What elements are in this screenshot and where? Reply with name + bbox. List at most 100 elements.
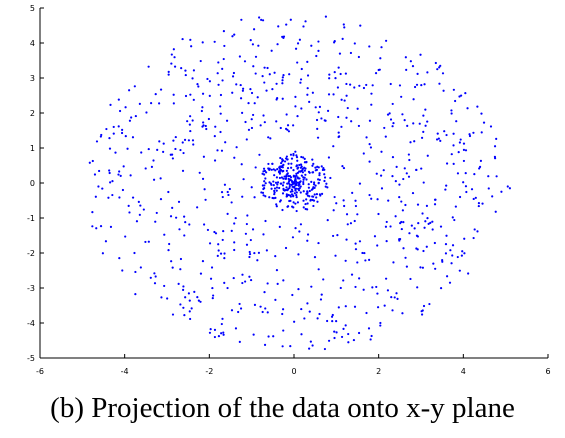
scatter-point [276,269,278,271]
scatter-point [254,304,256,306]
scatter-point [467,272,469,274]
scatter-point [189,318,191,320]
scatter-point [222,331,224,333]
scatter-point [257,45,259,47]
scatter-point [422,250,424,252]
scatter-point [118,170,120,172]
scatter-point [313,181,315,183]
scatter-point [220,253,222,255]
y-tick-label: -2 [27,249,35,258]
scatter-point [372,84,374,86]
scatter-point [347,341,349,343]
scatter-point [153,179,155,181]
scatter-point [328,156,330,158]
scatter-point [287,172,289,174]
scatter-point [300,185,302,187]
scatter-point [297,253,299,255]
scatter-point [231,201,233,203]
scatter-point [345,239,347,241]
scatter-point [152,159,154,161]
scatter-point [320,298,322,300]
scatter-point [296,168,298,170]
scatter-point [297,201,299,203]
scatter-point [490,125,492,127]
scatter-point [312,171,314,173]
scatter-point [214,135,216,137]
scatter-point [295,194,297,196]
scatter-point [383,169,385,171]
scatter-point [450,112,452,114]
scatter-point [175,217,177,219]
scatter-point [400,200,402,202]
scatter-point [302,200,304,202]
scatter-point [233,277,235,279]
scatter-point [440,287,442,289]
scatter-point [215,232,217,234]
scatter-point [108,169,110,171]
scatter-point [202,41,204,43]
scatter-point [296,160,298,162]
scatter-point [196,83,198,85]
scatter-point [189,310,191,312]
scatter-point [347,223,349,225]
scatter-point [453,163,455,165]
scatter-point [179,303,181,305]
scatter-point [294,192,296,194]
scatter-point [297,188,299,190]
scatter-point [305,178,307,180]
scatter-point [401,228,403,230]
scatter-point [337,136,339,138]
scatter-point [307,233,309,235]
scatter-point [180,258,182,260]
scatter-point [102,252,104,254]
scatter-point [473,237,475,239]
scatter-point [259,306,261,308]
scatter-point [109,181,111,183]
scatter-point [237,311,239,313]
scatter-point [351,192,353,194]
scatter-point [385,40,387,42]
scatter-point [183,314,185,316]
scatter-point [347,107,349,109]
scatter-point [376,173,378,175]
scatter-point [189,130,191,132]
scatter-point [107,197,109,199]
scatter-point [204,188,206,190]
scatter-point [409,141,411,143]
scatter-point [304,174,306,176]
scatter-point [370,93,372,95]
scatter-point [184,296,186,298]
scatter-point [379,324,381,326]
scatter-point [210,278,212,280]
scatter-point [271,50,273,52]
scatter-point [217,61,219,63]
scatter-point [217,72,219,74]
scatter-point [300,107,302,109]
scatter-point [240,19,242,21]
scatter-point [173,48,175,50]
scatter-point [347,333,349,335]
scatter-point [121,129,123,131]
scatter-point [204,199,206,201]
scatter-point [417,204,419,206]
scatter-point [426,217,428,219]
scatter-point [179,268,181,270]
scatter-point [420,84,422,86]
scatter-point [236,146,238,148]
scatter-point [291,206,293,208]
scatter-point [275,182,277,184]
scatter-point [171,154,173,156]
scatter-point [465,185,467,187]
scatter-point [345,83,347,85]
scatter-point [300,78,302,80]
scatter-point [435,62,437,64]
scatter-point [301,68,303,70]
scatter-point [293,201,295,203]
scatter-point [246,138,248,140]
scatter-point [289,185,291,187]
scatter-point [314,256,316,258]
scatter-point [317,242,319,244]
scatter-point [273,184,275,186]
scatter-point [321,165,323,167]
scatter-point [316,128,318,130]
